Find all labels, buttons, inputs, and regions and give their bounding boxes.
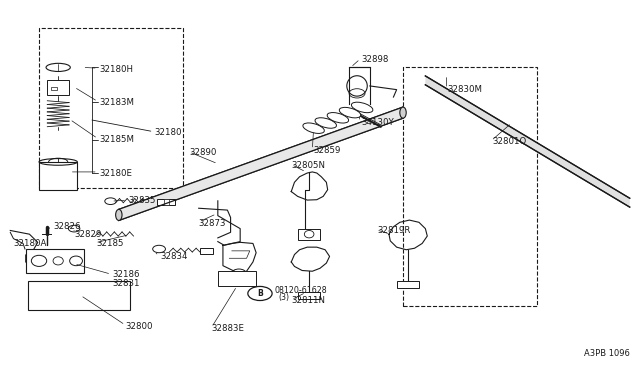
Bar	[51, 87, 57, 90]
Bar	[200, 248, 212, 254]
Text: 32185: 32185	[97, 239, 124, 248]
Text: 32180H: 32180H	[100, 65, 134, 74]
Text: 32830M: 32830M	[448, 85, 483, 94]
Text: 32826: 32826	[53, 222, 81, 231]
Text: 32831: 32831	[113, 279, 140, 288]
Text: 32180E: 32180E	[100, 169, 132, 177]
Ellipse shape	[303, 123, 324, 134]
Text: 32829: 32829	[74, 230, 102, 239]
Text: B: B	[257, 289, 263, 298]
Bar	[39, 162, 77, 190]
Text: 32873: 32873	[198, 219, 226, 228]
Bar	[218, 271, 256, 286]
Text: 32883E: 32883E	[211, 324, 244, 333]
Bar	[26, 249, 84, 273]
Polygon shape	[426, 76, 630, 207]
Ellipse shape	[327, 113, 349, 123]
Text: 32890: 32890	[189, 148, 216, 157]
Text: 32898: 32898	[362, 55, 389, 64]
Text: 32811N: 32811N	[291, 296, 325, 305]
Bar	[403, 67, 537, 307]
Bar	[298, 292, 320, 299]
Text: (3): (3)	[278, 294, 289, 302]
Text: 32186: 32186	[113, 270, 140, 279]
Ellipse shape	[339, 108, 361, 118]
Ellipse shape	[351, 102, 373, 113]
Text: 32801Q: 32801Q	[492, 137, 527, 146]
Bar	[298, 229, 320, 240]
Text: A3PB 1096: A3PB 1096	[584, 349, 630, 358]
Text: 32834: 32834	[161, 252, 188, 261]
Text: 32180A: 32180A	[13, 239, 47, 248]
Polygon shape	[119, 107, 403, 221]
Bar	[157, 199, 175, 205]
Bar	[397, 281, 419, 288]
Text: 32859: 32859	[314, 146, 341, 155]
Ellipse shape	[116, 209, 122, 221]
Text: 32805N: 32805N	[291, 161, 325, 170]
Ellipse shape	[315, 118, 337, 128]
Bar	[47, 80, 69, 95]
Text: 32835: 32835	[129, 196, 156, 205]
Text: 32185M: 32185M	[100, 135, 134, 144]
Text: 32183M: 32183M	[100, 98, 134, 107]
Text: 08120-61628: 08120-61628	[274, 286, 326, 295]
Text: 32819R: 32819R	[378, 226, 411, 235]
Bar	[28, 280, 130, 310]
Bar	[39, 29, 182, 188]
Text: 32180: 32180	[154, 128, 182, 137]
Text: 32800: 32800	[125, 322, 153, 331]
Ellipse shape	[400, 107, 406, 118]
Bar	[164, 199, 169, 205]
Text: 34130Y: 34130Y	[362, 119, 394, 128]
